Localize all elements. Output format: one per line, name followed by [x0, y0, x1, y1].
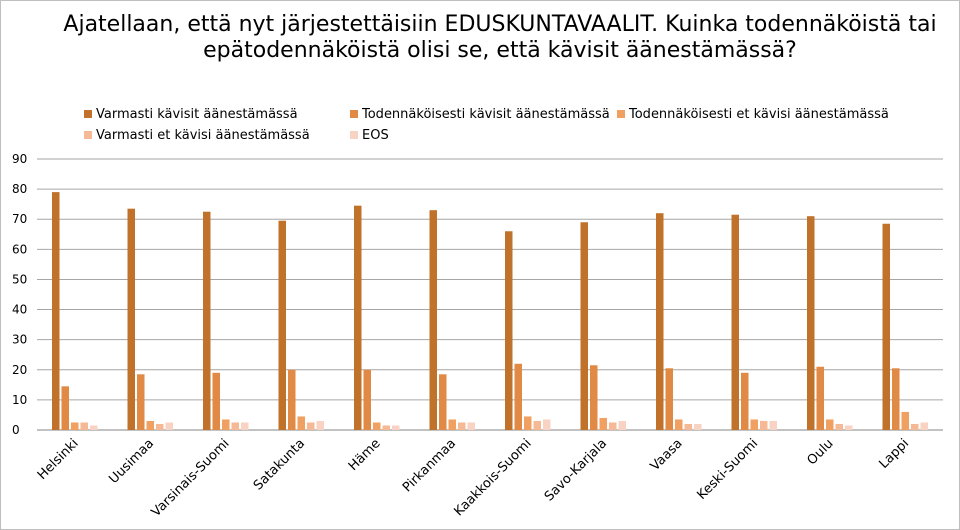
- legend-swatch: [617, 109, 625, 118]
- legend-label: EOS: [362, 128, 389, 143]
- bar: [373, 422, 381, 430]
- bar: [241, 422, 249, 430]
- x-tick-label: Savo-Karjala: [542, 436, 610, 504]
- bar: [533, 420, 541, 430]
- legend-item: Varmasti et kävisi äänestämässä: [84, 127, 310, 145]
- bar: [826, 419, 834, 430]
- x-tick-label: Varsinais-Suomi: [149, 436, 233, 520]
- bar: [590, 365, 598, 430]
- bar: [307, 422, 315, 430]
- bar: [599, 417, 607, 430]
- bar: [901, 411, 909, 430]
- bar: [609, 422, 617, 430]
- bar: [382, 425, 390, 430]
- legend-swatch: [350, 109, 358, 118]
- x-tick-label: Pirkanmaa: [400, 436, 459, 495]
- bar: [580, 222, 588, 430]
- legend-label: Varmasti kävisit äänestämässä: [96, 107, 298, 122]
- bar: [231, 422, 239, 430]
- legend-swatch: [350, 130, 358, 139]
- legend-item: Todennäköisesti kävisit äänestämässä: [350, 106, 610, 124]
- bar: [524, 416, 532, 430]
- legend-swatch: [84, 130, 92, 139]
- x-tick-label: Vaasa: [648, 436, 686, 474]
- bar: [448, 419, 456, 430]
- bar: [137, 374, 145, 430]
- bar: [363, 369, 371, 430]
- bar: [892, 368, 900, 430]
- legend-item: EOS: [350, 127, 389, 145]
- bar: [316, 420, 324, 430]
- bar: [618, 420, 626, 430]
- legend-item: Todennäköisesti et kävisi äänestämässä: [617, 106, 889, 124]
- bar: [392, 425, 400, 430]
- bar: [203, 211, 211, 430]
- bar: [731, 214, 739, 430]
- bar: [297, 416, 305, 430]
- bar: [845, 425, 853, 430]
- y-tick-label: 60: [12, 242, 27, 256]
- bar: [439, 374, 447, 430]
- bar: [741, 372, 749, 430]
- x-tick-label: Kaakkois-Suomi: [451, 436, 534, 519]
- bar: [354, 205, 362, 430]
- x-tick-label: Lappi: [876, 436, 912, 472]
- y-tick-label: 70: [12, 212, 27, 226]
- bar: [656, 213, 664, 430]
- bar: [835, 423, 843, 430]
- bar: [146, 420, 154, 430]
- x-tick-label: Häme: [346, 436, 384, 474]
- y-tick-label: 20: [12, 363, 27, 377]
- x-tick-label: Keski-Suomi: [694, 436, 761, 503]
- bar: [694, 423, 702, 430]
- bar: [288, 369, 296, 430]
- bar: [127, 208, 135, 430]
- bar: [920, 422, 928, 430]
- bar: [71, 422, 79, 430]
- bar: [52, 192, 60, 430]
- bar: [760, 420, 768, 430]
- bar: [467, 422, 475, 430]
- legend-item: Varmasti kävisit äänestämässä: [84, 106, 298, 124]
- y-tick-label: 90: [12, 152, 27, 166]
- bar: [278, 220, 286, 430]
- legend-label: Todennäköisesti kävisit äänestämässä: [362, 107, 610, 122]
- legend-label: Todennäköisesti et kävisi äänestämässä: [629, 107, 889, 122]
- y-tick-label: 10: [12, 393, 27, 407]
- y-tick-label: 40: [12, 303, 27, 317]
- bar: [769, 420, 777, 430]
- y-tick-label: 30: [12, 333, 27, 347]
- bar: [665, 368, 673, 430]
- bar: [458, 422, 466, 430]
- bar: [212, 372, 220, 430]
- x-tick-label: Helsinki: [35, 436, 82, 483]
- bar: [90, 425, 98, 430]
- y-tick-label: 0: [12, 423, 20, 437]
- bar: [165, 422, 173, 430]
- bar: [911, 423, 919, 430]
- bar: [807, 216, 815, 430]
- bar: [61, 386, 69, 430]
- bar: [156, 423, 164, 430]
- chart-title: Ajatellaan, että nyt järjestettäisiin ED…: [63, 12, 937, 63]
- bar: [429, 210, 437, 430]
- bar: [816, 366, 824, 430]
- y-tick-label: 80: [12, 182, 27, 196]
- bar: [514, 363, 522, 430]
- bar: [222, 419, 230, 430]
- bar: [882, 223, 890, 430]
- x-tick-label: Uusimaa: [106, 436, 157, 487]
- bar: [675, 419, 683, 430]
- x-tick-label: Satakunta: [251, 436, 308, 493]
- y-tick-label: 50: [12, 272, 27, 286]
- bar: [505, 231, 513, 430]
- bar: [750, 419, 758, 430]
- bar: [684, 423, 692, 430]
- bar: [80, 422, 88, 430]
- x-tick-label: Oulu: [805, 436, 837, 468]
- bar: [543, 419, 551, 430]
- legend-label: Varmasti et kävisi äänestämässä: [96, 128, 310, 143]
- legend-swatch: [84, 109, 92, 118]
